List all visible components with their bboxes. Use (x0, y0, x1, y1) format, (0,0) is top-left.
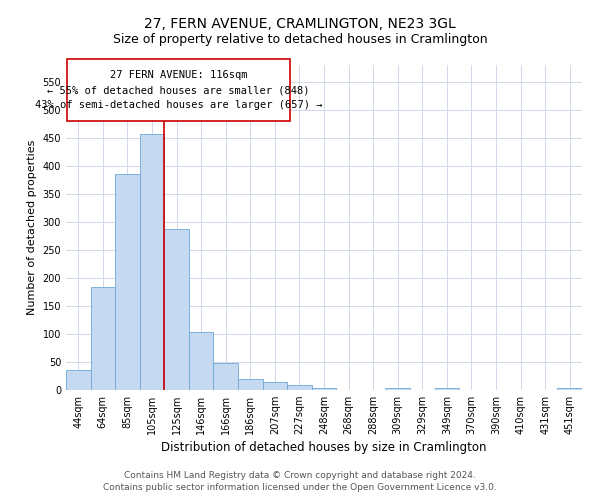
Bar (434, 388, 459, 390)
Bar (385, 388, 410, 390)
Text: Contains HM Land Registry data © Crown copyright and database right 2024.
Contai: Contains HM Land Registry data © Crown c… (103, 471, 497, 492)
Bar (287, 385, 312, 390)
Text: Size of property relative to detached houses in Cramlington: Size of property relative to detached ho… (113, 32, 487, 46)
Bar (557, 388, 582, 390)
Bar (312, 388, 336, 390)
Y-axis label: Number of detached properties: Number of detached properties (27, 140, 37, 315)
Bar (140, 134, 164, 390)
X-axis label: Distribution of detached houses by size in Cramlington: Distribution of detached houses by size … (161, 442, 487, 454)
Bar (91, 288, 115, 390)
Bar (115, 174, 140, 390)
Bar (263, 382, 287, 390)
Text: 27 FERN AVENUE: 116sqm
← 55% of detached houses are smaller (848)
43% of semi-de: 27 FERN AVENUE: 116sqm ← 55% of detached… (35, 70, 322, 110)
Bar (66, 370, 91, 390)
FancyBboxPatch shape (67, 60, 290, 121)
Bar (214, 363, 238, 390)
Bar (164, 229, 189, 390)
Text: 27, FERN AVENUE, CRAMLINGTON, NE23 3GL: 27, FERN AVENUE, CRAMLINGTON, NE23 3GL (144, 18, 456, 32)
Bar (189, 332, 214, 390)
Bar (238, 379, 263, 390)
